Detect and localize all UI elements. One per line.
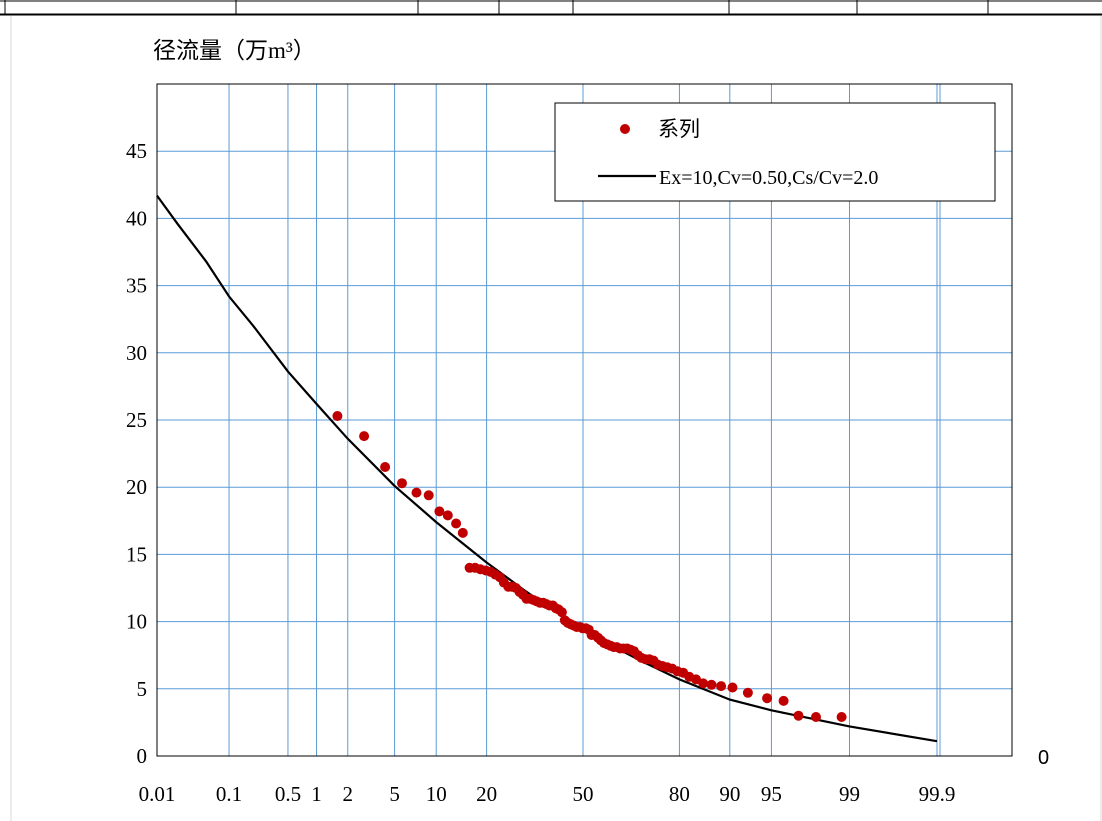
data-point xyxy=(457,527,468,538)
x-tick-label: 99 xyxy=(839,782,860,806)
x-tick-label: 80 xyxy=(669,782,690,806)
data-point xyxy=(716,681,727,692)
x-tick-label: 1 xyxy=(311,782,322,806)
observed-points xyxy=(332,411,847,722)
legend-marker-series xyxy=(620,124,630,134)
data-point xyxy=(742,687,753,698)
stray-label: 0 xyxy=(1038,747,1049,769)
data-point xyxy=(451,518,462,529)
x-tick-label: 0.01 xyxy=(139,782,176,806)
legend-label-series: 系列 xyxy=(658,117,700,141)
data-point xyxy=(397,478,407,489)
y-tick-label: 40 xyxy=(126,206,147,230)
legend-label-fit: Ex=10,Cv=0.50,Cs/Cv=2.0 xyxy=(659,167,878,189)
y-tick-label: 5 xyxy=(137,677,148,701)
x-tick-label: 0.1 xyxy=(216,782,242,806)
data-point xyxy=(380,462,391,472)
data-point xyxy=(793,710,804,721)
y-tick-labels: 0 5 10 15 20 25 30 35 40 45 xyxy=(126,139,147,768)
y-tick-label: 10 xyxy=(126,610,147,634)
legend: 系列 Ex=10,Cv=0.50,Cs/Cv=2.0 xyxy=(554,102,996,202)
x-tick-labels: 0.01 0.1 0.5 1 2 5 10 20 50 80 90 95 99 99.9 xyxy=(139,782,956,806)
y-tick-label: 20 xyxy=(126,475,147,499)
data-point xyxy=(706,679,717,690)
data-point xyxy=(442,510,453,521)
y-tick-label: 30 xyxy=(126,341,147,365)
top-table-strip xyxy=(0,0,1102,16)
x-tick-label: 90 xyxy=(719,782,740,806)
data-point xyxy=(556,607,567,618)
x-tick-label: 99.9 xyxy=(919,782,956,806)
data-point xyxy=(811,712,821,722)
data-point xyxy=(423,490,434,501)
x-tick-label: 95 xyxy=(761,782,782,806)
x-tick-label: 50 xyxy=(573,782,594,806)
y-tick-label: 0 xyxy=(137,744,148,768)
x-tick-label: 0.5 xyxy=(275,782,301,806)
y-tick-label: 45 xyxy=(126,139,147,163)
data-point xyxy=(836,712,847,722)
x-tick-label: 10 xyxy=(426,782,447,806)
y-axis-label: 径流量（万m³） xyxy=(153,38,316,63)
data-point xyxy=(778,695,789,706)
data-point xyxy=(332,411,343,421)
data-point xyxy=(698,678,709,689)
x-tick-label: 2 xyxy=(343,782,354,806)
data-point xyxy=(762,693,773,704)
legend-box xyxy=(554,102,996,202)
x-tick-label: 5 xyxy=(389,782,400,806)
data-point xyxy=(411,487,422,498)
data-point xyxy=(727,682,738,693)
plot-area-border xyxy=(156,83,1013,757)
data-point xyxy=(434,506,445,517)
fit-curve xyxy=(156,194,938,743)
data-point xyxy=(359,431,370,442)
x-tick-label: 20 xyxy=(476,782,497,806)
y-tick-label: 25 xyxy=(126,408,147,432)
y-tick-label: 15 xyxy=(126,542,147,566)
y-tick-label: 35 xyxy=(126,274,147,298)
grid xyxy=(156,84,1012,756)
